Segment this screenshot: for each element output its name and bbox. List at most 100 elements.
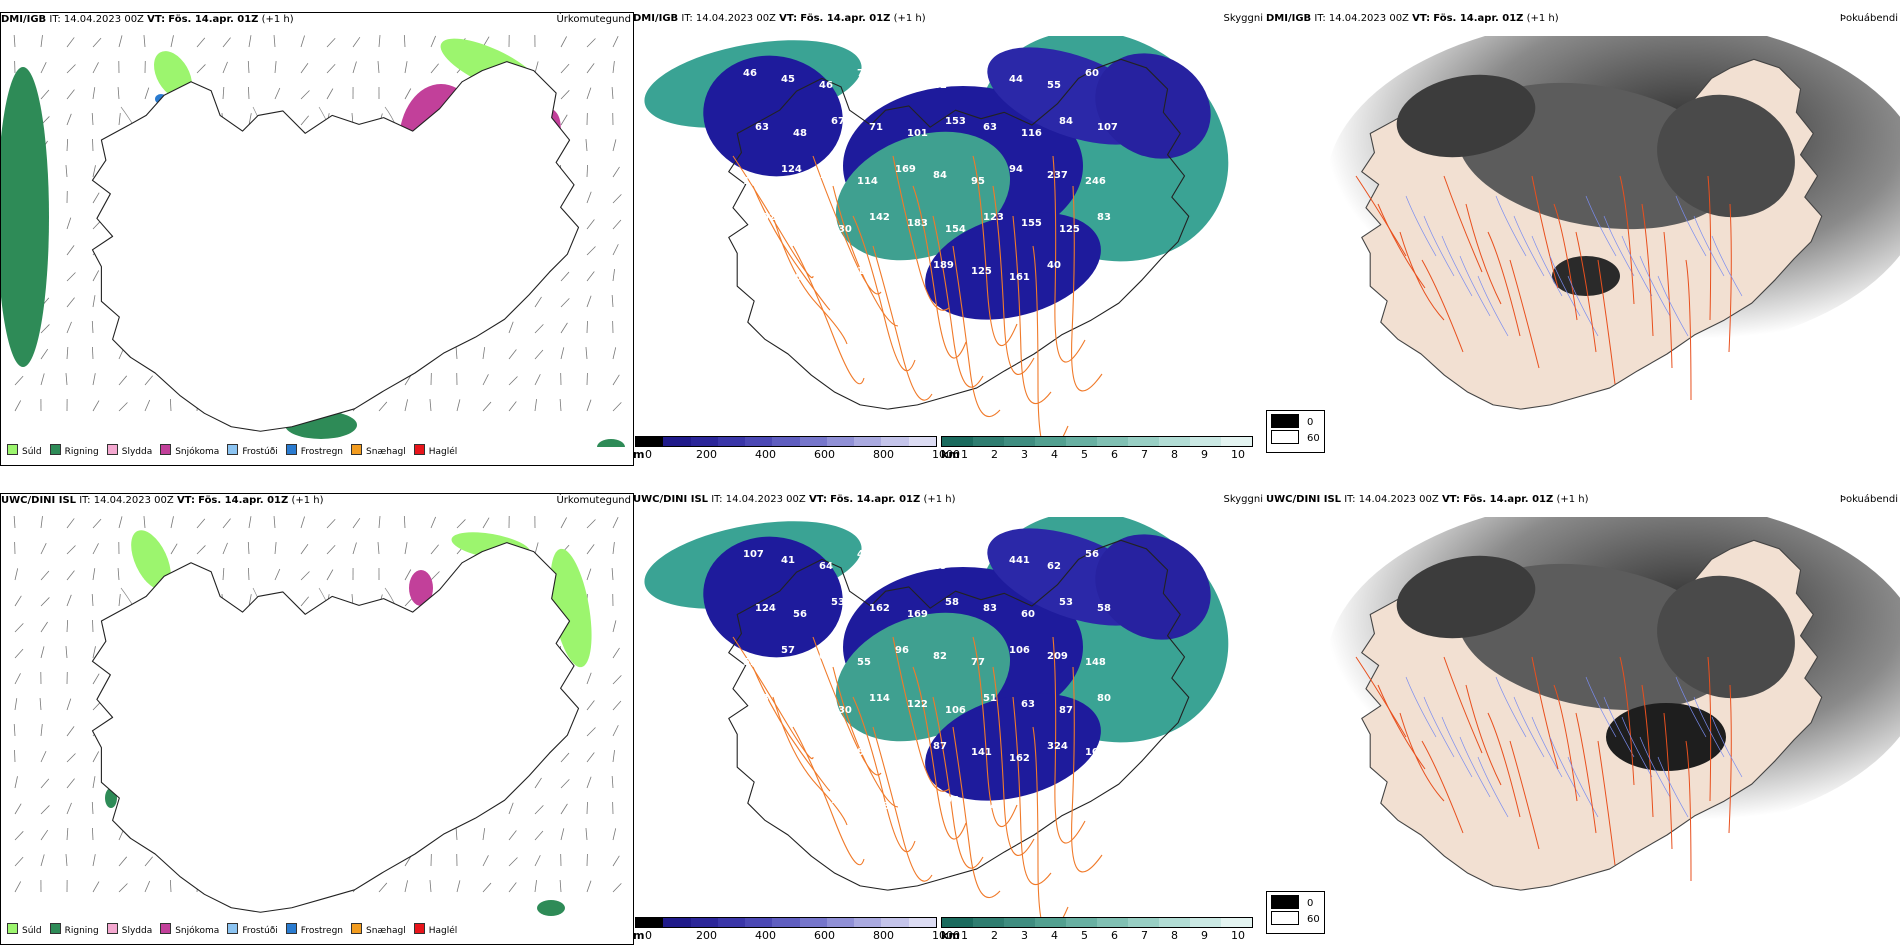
wind-barb <box>14 375 24 386</box>
ceiling-value: 116 <box>1021 128 1042 139</box>
wind-barb <box>508 802 514 815</box>
ceiling-value: 209 <box>1047 651 1068 662</box>
drizzle-area <box>131 530 171 590</box>
scale-step <box>1035 918 1066 927</box>
wind-barb <box>118 35 123 48</box>
road <box>1597 740 1616 866</box>
ceiling-labels: 4645467310142594455606348677110115363116… <box>743 68 1118 283</box>
precip-map <box>1 34 625 447</box>
wind-barb <box>508 830 517 841</box>
wind-barb <box>14 856 24 867</box>
legend-label: 0 <box>1307 898 1314 909</box>
ceiling-value: 60 <box>1021 609 1035 620</box>
ceiling-value: 130 <box>831 224 852 235</box>
road <box>1032 245 1069 446</box>
wind-barb <box>92 854 96 867</box>
wind-barb <box>326 37 336 48</box>
wind-barb <box>300 63 309 74</box>
wind-barb <box>66 37 75 48</box>
wind-barb <box>560 322 568 334</box>
wind-barb <box>586 191 592 204</box>
fog-area <box>1657 94 1795 218</box>
visibility-tick: 10 <box>1231 929 1245 942</box>
legend-label: Rigning <box>64 447 99 457</box>
iceland-outline <box>91 542 580 913</box>
road <box>872 726 933 882</box>
wind-barb <box>482 374 489 386</box>
wind-barb <box>92 646 96 659</box>
wind-barb <box>14 881 22 893</box>
ceiling-value: 82 <box>933 651 947 662</box>
legend-swatch <box>7 444 18 455</box>
road <box>1575 231 1597 353</box>
wind-barb <box>14 623 24 633</box>
ceiling-value: 93 <box>781 753 795 764</box>
wind-barb <box>611 776 614 789</box>
wind-barb <box>222 37 231 48</box>
road <box>1553 203 1578 321</box>
ceiling-value: 169 <box>907 609 928 620</box>
ceiling-value: 80 <box>1097 693 1111 704</box>
vt-value: Fös. 14.apr. 01Z <box>168 14 259 25</box>
ceiling-value: 84 <box>933 170 947 181</box>
ceiling-value: 83 <box>1097 212 1111 223</box>
ceiling-value: 60 <box>1085 68 1099 79</box>
wind-barb <box>92 270 100 282</box>
river <box>1567 756 1599 818</box>
wind-barb <box>586 246 596 256</box>
road <box>732 155 814 279</box>
river <box>1477 275 1509 337</box>
road <box>1487 712 1521 818</box>
panel-header: DMI/IGB IT: 14.04.2023 00Z VT: Fös. 14.a… <box>1266 12 1900 26</box>
precip-legend-item: Slydda <box>106 923 152 936</box>
ceiling-value: 55 <box>857 657 871 668</box>
road <box>1377 203 1426 289</box>
it-label: IT: <box>79 495 91 506</box>
scale-step <box>1004 918 1035 927</box>
wind-barb <box>118 856 128 867</box>
scale-step <box>717 918 746 927</box>
wind-barb <box>534 349 544 360</box>
wind-barb <box>274 542 277 555</box>
scale-step <box>908 437 936 446</box>
wind-barb <box>586 320 588 334</box>
wind-barb <box>92 295 96 308</box>
ceiling-value: 130 <box>831 705 852 716</box>
legend-label: 60 <box>1307 433 1320 444</box>
road <box>1377 684 1426 770</box>
road <box>1465 684 1502 786</box>
wind-barb <box>300 596 309 607</box>
ceiling-value: 95 <box>945 795 959 806</box>
wind-barb <box>170 543 178 555</box>
wind-barb <box>40 724 43 737</box>
wind-barb <box>586 568 592 581</box>
road <box>952 245 1001 418</box>
wind-barb <box>222 542 228 555</box>
river <box>1423 696 1455 758</box>
wind-barb <box>612 542 615 555</box>
wind-barb <box>559 880 562 893</box>
ceiling-value: 117 <box>755 801 776 812</box>
wind-barb <box>378 882 388 893</box>
wind-barb <box>222 61 228 74</box>
wind-barb <box>66 138 69 152</box>
scale-step <box>690 437 718 446</box>
it-value: 14.04.2023 00Z <box>63 14 144 25</box>
wind-barb <box>429 399 432 412</box>
legend-swatch <box>1271 414 1299 428</box>
ceiling-value: 62 <box>1047 561 1061 572</box>
wind-barb <box>586 219 595 230</box>
legend-label: Snæhagl <box>366 926 406 936</box>
legend-swatch <box>285 923 297 934</box>
wind-barb <box>66 297 75 308</box>
ceiling-value: 183 <box>907 218 928 229</box>
ceiling-value: 62 <box>819 651 833 662</box>
ceiling-value: 69 <box>895 753 909 764</box>
road <box>1071 666 1103 873</box>
ceiling-value: 105 <box>831 795 852 806</box>
precip-legend-item: Rigning <box>49 444 99 457</box>
wind-barb <box>586 164 588 178</box>
scale-step <box>973 437 1004 446</box>
panel-header: DMI/IGB IT: 14.04.2023 00Z VT: Fös. 14.a… <box>1 13 633 27</box>
wind-barb <box>585 828 588 841</box>
